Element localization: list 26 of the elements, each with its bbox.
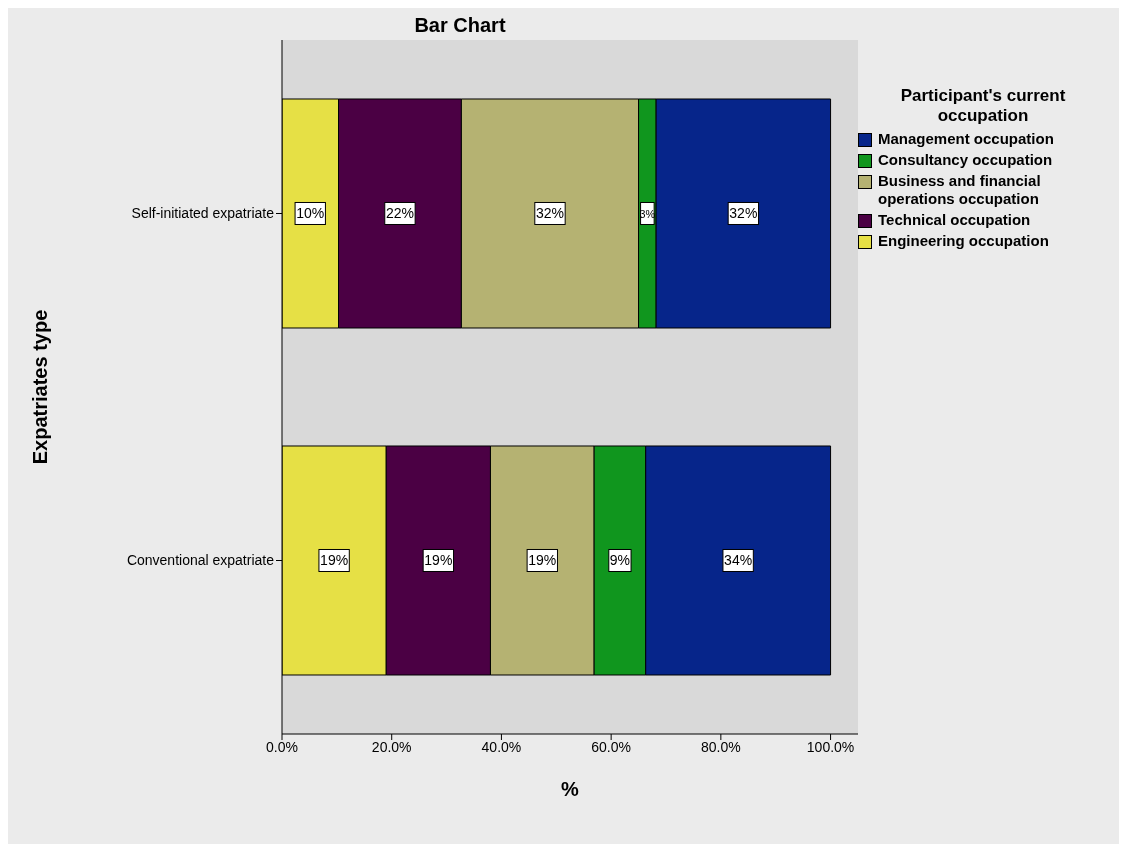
x-tick-label: 80.0%	[701, 738, 741, 755]
data-label: 19%	[424, 552, 453, 569]
legend-label: Management occupation	[878, 130, 1054, 148]
data-label: 10%	[296, 205, 325, 222]
legend-label: Engineering occupation	[878, 232, 1049, 250]
data-label: 19%	[320, 552, 349, 569]
x-tick-label: 40.0%	[481, 738, 522, 755]
x-tick-label: 100.0%	[806, 738, 855, 755]
x-axis-title: %	[561, 778, 580, 800]
y-axis-title: Expatriates type	[29, 309, 52, 465]
legend-label: Technical occupation	[878, 211, 1031, 229]
data-label: 32%	[729, 205, 758, 222]
data-label: 34%	[724, 552, 753, 569]
x-tick-label: 0.0%	[266, 738, 298, 755]
y-tick-label: Conventional expatriate	[126, 552, 275, 569]
data-label: 32%	[535, 205, 564, 222]
legend-label: Consultancy occupation	[878, 151, 1053, 169]
legend-title: Participant's current occupation	[899, 86, 1067, 126]
legend-label: Business and financial operations occupation	[878, 172, 1042, 208]
x-tick-label: 60.0%	[591, 738, 631, 755]
y-tick-label: Self-initiated expatriate	[131, 205, 275, 222]
data-label: 22%	[385, 205, 414, 222]
data-label: 19%	[528, 552, 557, 569]
chart-title: Bar Chart	[414, 14, 506, 36]
x-tick-label: 20.0%	[371, 738, 412, 755]
data-label: 9%	[609, 552, 631, 569]
